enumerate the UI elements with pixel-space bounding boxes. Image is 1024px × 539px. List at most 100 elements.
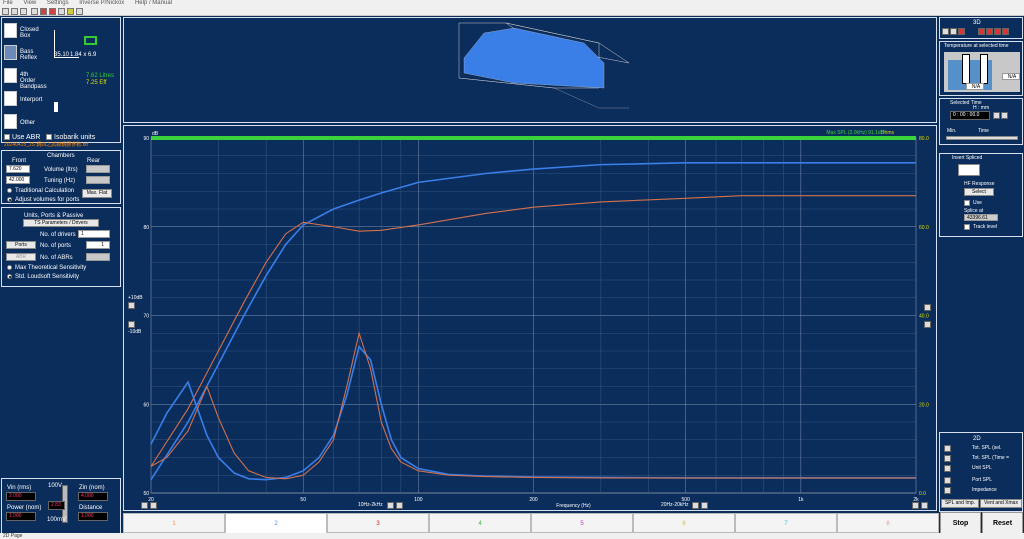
- open-icon[interactable]: [2, 8, 9, 15]
- adjust-vol-label: Adjust volumes for ports: [15, 197, 80, 203]
- right-minus-icon[interactable]: [924, 321, 931, 328]
- tuning-field[interactable]: 42.000: [6, 176, 30, 184]
- std-sens-radio[interactable]: [7, 274, 12, 279]
- zoom-right2-icon[interactable]: [921, 502, 928, 509]
- plus10-icon[interactable]: [128, 302, 135, 309]
- copy-icon[interactable]: [31, 8, 38, 15]
- print-icon[interactable]: [20, 8, 27, 15]
- band1b-icon[interactable]: [396, 502, 403, 509]
- rear-volume-field[interactable]: [86, 165, 110, 173]
- menu-view[interactable]: View: [23, 0, 37, 6]
- splice-field[interactable]: 43396.61: [964, 214, 998, 221]
- max-spl-band: [151, 136, 916, 140]
- band2-icon[interactable]: [692, 502, 699, 509]
- bass-reflex-button[interactable]: [4, 45, 17, 60]
- 3d-view-icon[interactable]: [950, 28, 957, 35]
- tab-5[interactable]: 5: [531, 513, 633, 533]
- use-checkbox[interactable]: [964, 200, 970, 206]
- splice-panel: Insert Spliced HF Response Select Use Sp…: [939, 153, 1023, 237]
- zin-display[interactable]: 4.000: [78, 492, 108, 501]
- 3d-red4-icon[interactable]: [1002, 28, 1009, 35]
- freq-tick-label: 500: [682, 497, 691, 503]
- yellow-eff-label: 7.25 Eff: [86, 80, 107, 86]
- band2b-icon[interactable]: [701, 502, 708, 509]
- power-display[interactable]: 1.000: [6, 512, 36, 521]
- ts-params-button[interactable]: TS Parameters / Drivers: [23, 219, 99, 227]
- band1-icon[interactable]: [387, 502, 394, 509]
- settings-icon[interactable]: [58, 8, 65, 15]
- tab-4[interactable]: 4: [429, 513, 531, 533]
- menu-inverse[interactable]: Inverse P/Nickox: [79, 0, 125, 6]
- time-slider[interactable]: [946, 136, 1018, 140]
- right-tick-label: 80.0: [919, 136, 929, 142]
- tab-6[interactable]: 6: [633, 513, 735, 533]
- 3d-rotate-icon[interactable]: [942, 28, 949, 35]
- spl-imp-button[interactable]: SPL and Imp.: [941, 499, 979, 508]
- legend-icon-1[interactable]: [944, 445, 951, 452]
- legend-icon-4[interactable]: [944, 477, 951, 484]
- tab-7[interactable]: 7: [735, 513, 837, 533]
- menu-help[interactable]: Help / Manual: [134, 0, 172, 6]
- trad-calc-radio[interactable]: [7, 188, 12, 193]
- help-icon[interactable]: [76, 8, 83, 15]
- minus10-icon[interactable]: [128, 321, 135, 328]
- zoom-right-icon[interactable]: [912, 502, 919, 509]
- dim1-label: 35.10: [54, 52, 70, 58]
- interport-label: Interport: [20, 97, 43, 103]
- box-diagram: [54, 30, 79, 58]
- vent-xmax-button[interactable]: Vent and Xmax: [980, 499, 1022, 508]
- bandpass-button[interactable]: [4, 68, 17, 83]
- zoom-left2-icon[interactable]: [150, 502, 157, 509]
- legend-icon-2[interactable]: [944, 455, 951, 462]
- 3d-red2-icon[interactable]: [986, 28, 993, 35]
- freq-tick-label: 20: [148, 497, 154, 503]
- 3d-heart-icon[interactable]: [958, 28, 965, 35]
- chambers-title: Chambers: [47, 153, 75, 159]
- volume-field[interactable]: 7.620: [6, 165, 30, 173]
- isobarik-checkbox[interactable]: [46, 134, 52, 140]
- max-flat-button[interactable]: Max. Flat: [82, 189, 112, 198]
- tab-1[interactable]: 1: [123, 513, 225, 533]
- rear-tuning-field[interactable]: [86, 176, 110, 184]
- track-level-checkbox[interactable]: [964, 224, 970, 230]
- ohms-axis-label: Ohms: [881, 130, 895, 136]
- reset-button[interactable]: Reset: [982, 512, 1023, 534]
- temp-na2: N/A: [1002, 73, 1020, 80]
- 3d-plot-panel: [123, 17, 937, 123]
- tab-8[interactable]: 8: [837, 513, 939, 533]
- rear-label: Rear: [87, 158, 101, 164]
- no-ports-field[interactable]: 1: [86, 241, 110, 249]
- time-down-icon[interactable]: [1001, 112, 1008, 119]
- save-icon[interactable]: [11, 8, 18, 15]
- tab-2[interactable]: 2: [225, 513, 327, 533]
- closed-box-button[interactable]: [4, 23, 17, 38]
- no-drivers-select[interactable]: 1: [78, 230, 110, 238]
- vin-display[interactable]: 2.000: [6, 492, 36, 501]
- ports-button[interactable]: Ports: [6, 241, 36, 249]
- abr-button[interactable]: ABR: [6, 253, 36, 261]
- 3d-red1-icon[interactable]: [978, 28, 985, 35]
- right-plus-icon[interactable]: [924, 304, 931, 311]
- export-icon[interactable]: [49, 8, 56, 15]
- graph-icon[interactable]: [40, 8, 47, 15]
- time-up-icon[interactable]: [993, 112, 1000, 119]
- signal-panel: Vin (rms) 2.000 Power (nom) 1.000 100V 2…: [1, 478, 121, 534]
- user-icon[interactable]: [67, 8, 74, 15]
- tab-3[interactable]: 3: [327, 513, 429, 533]
- use-abr-checkbox[interactable]: [4, 134, 10, 140]
- legend-icon-3[interactable]: [944, 465, 951, 472]
- select-button[interactable]: Select: [964, 188, 994, 196]
- menu-file[interactable]: File: [3, 0, 13, 6]
- 3d-red3-icon[interactable]: [994, 28, 1001, 35]
- stop-button[interactable]: Stop: [940, 512, 981, 534]
- max-sens-radio[interactable]: [7, 265, 12, 270]
- time-display[interactable]: 0 : 00 : 00.0: [950, 111, 990, 120]
- zoom-left-icon[interactable]: [141, 502, 148, 509]
- legend-icon-5[interactable]: [944, 487, 951, 494]
- distance-display[interactable]: 1.000: [78, 512, 108, 521]
- other-button[interactable]: [4, 114, 17, 129]
- no-abrs-field[interactable]: [86, 253, 110, 261]
- interport-button[interactable]: [4, 91, 17, 106]
- adjust-vol-radio[interactable]: [7, 197, 12, 202]
- menu-settings[interactable]: Settings: [46, 0, 69, 6]
